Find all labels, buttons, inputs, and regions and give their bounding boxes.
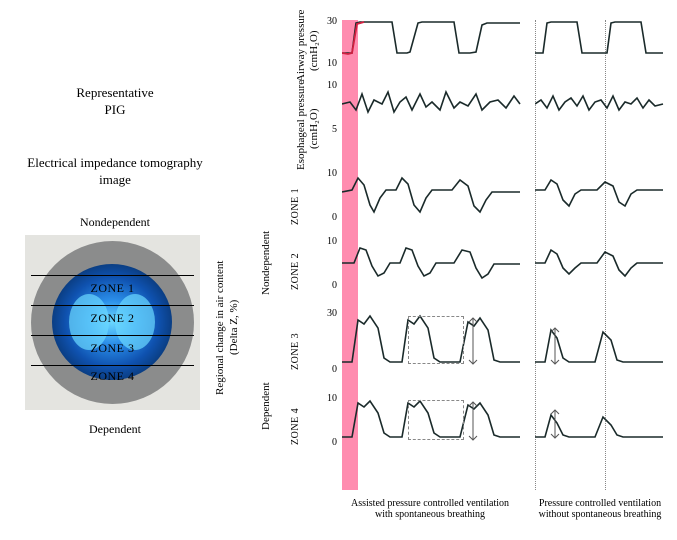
tick: 0 <box>315 364 337 375</box>
eit-image: ZONE 1 ZONE 2 ZONE 3 ZONE 4 <box>25 235 200 410</box>
tick: 10 <box>315 393 337 404</box>
caption-left: Assisted pressure controlled ventilation… <box>330 498 530 520</box>
esoph-unit: (cmH₂O) <box>308 109 320 150</box>
right-pane: 3010105100100300100 Nondependent Depende… <box>230 0 677 540</box>
z4-rot: ZONE 4 <box>290 408 301 445</box>
eit-title-2: image <box>0 172 230 188</box>
tick: 30 <box>315 16 337 27</box>
tick: 10 <box>315 236 337 247</box>
airway-unit: (cmH₂O) <box>308 31 320 72</box>
tick: 10 <box>315 80 337 91</box>
amplitude-arrow <box>466 314 480 368</box>
group-nondep: Nondependent <box>260 231 272 295</box>
zone-line-3 <box>31 335 194 336</box>
zone-label-2: ZONE 2 <box>25 311 200 326</box>
top-label: Nondependent <box>0 215 230 230</box>
airway-label: Airway pressure <box>295 10 307 82</box>
dash-box <box>408 400 464 440</box>
left-pane: Representative PIG Electrical impedance … <box>0 0 230 540</box>
wave-left-z1 <box>342 170 522 230</box>
amplitude-arrow <box>548 406 562 442</box>
wave-right-z2 <box>535 238 665 298</box>
caption-right: Pressure controlled ventilationwithout s… <box>525 498 675 520</box>
bottom-label: Dependent <box>0 422 230 437</box>
group-dep: Dependent <box>260 382 272 430</box>
wave-left-z2 <box>342 238 522 298</box>
wave-left-airway <box>342 18 522 76</box>
amplitude-arrow <box>466 398 480 444</box>
wave-right-z1 <box>535 170 665 230</box>
zone-label-4: ZONE 4 <box>25 369 200 384</box>
rep-title-1: Representative <box>0 85 230 101</box>
zone-line-2 <box>31 305 194 306</box>
tick: 0 <box>315 437 337 448</box>
eit-title-1: Electrical impedance tomography <box>0 155 230 171</box>
z2-rot: ZONE 2 <box>290 253 301 290</box>
side-label-1: Regional change in air content <box>214 261 226 395</box>
dash-box <box>408 316 464 364</box>
wave-left-esoph <box>342 82 522 142</box>
amplitude-arrow <box>548 324 562 368</box>
zone-line-4 <box>31 365 194 366</box>
z1-rot: ZONE 1 <box>290 188 301 225</box>
tick: 30 <box>315 308 337 319</box>
wave-right-esoph <box>535 82 665 142</box>
zone-label-3: ZONE 3 <box>25 341 200 356</box>
rep-title-2: PIG <box>0 102 230 118</box>
tick: 0 <box>315 212 337 223</box>
tick: 0 <box>315 280 337 291</box>
tick: 10 <box>315 168 337 179</box>
z3-rot: ZONE 3 <box>290 333 301 370</box>
wave-right-airway <box>535 18 665 76</box>
esoph-label: Esophageal pressure <box>295 80 307 170</box>
zone-label-1: ZONE 1 <box>25 281 200 296</box>
zone-line-1 <box>31 275 194 276</box>
